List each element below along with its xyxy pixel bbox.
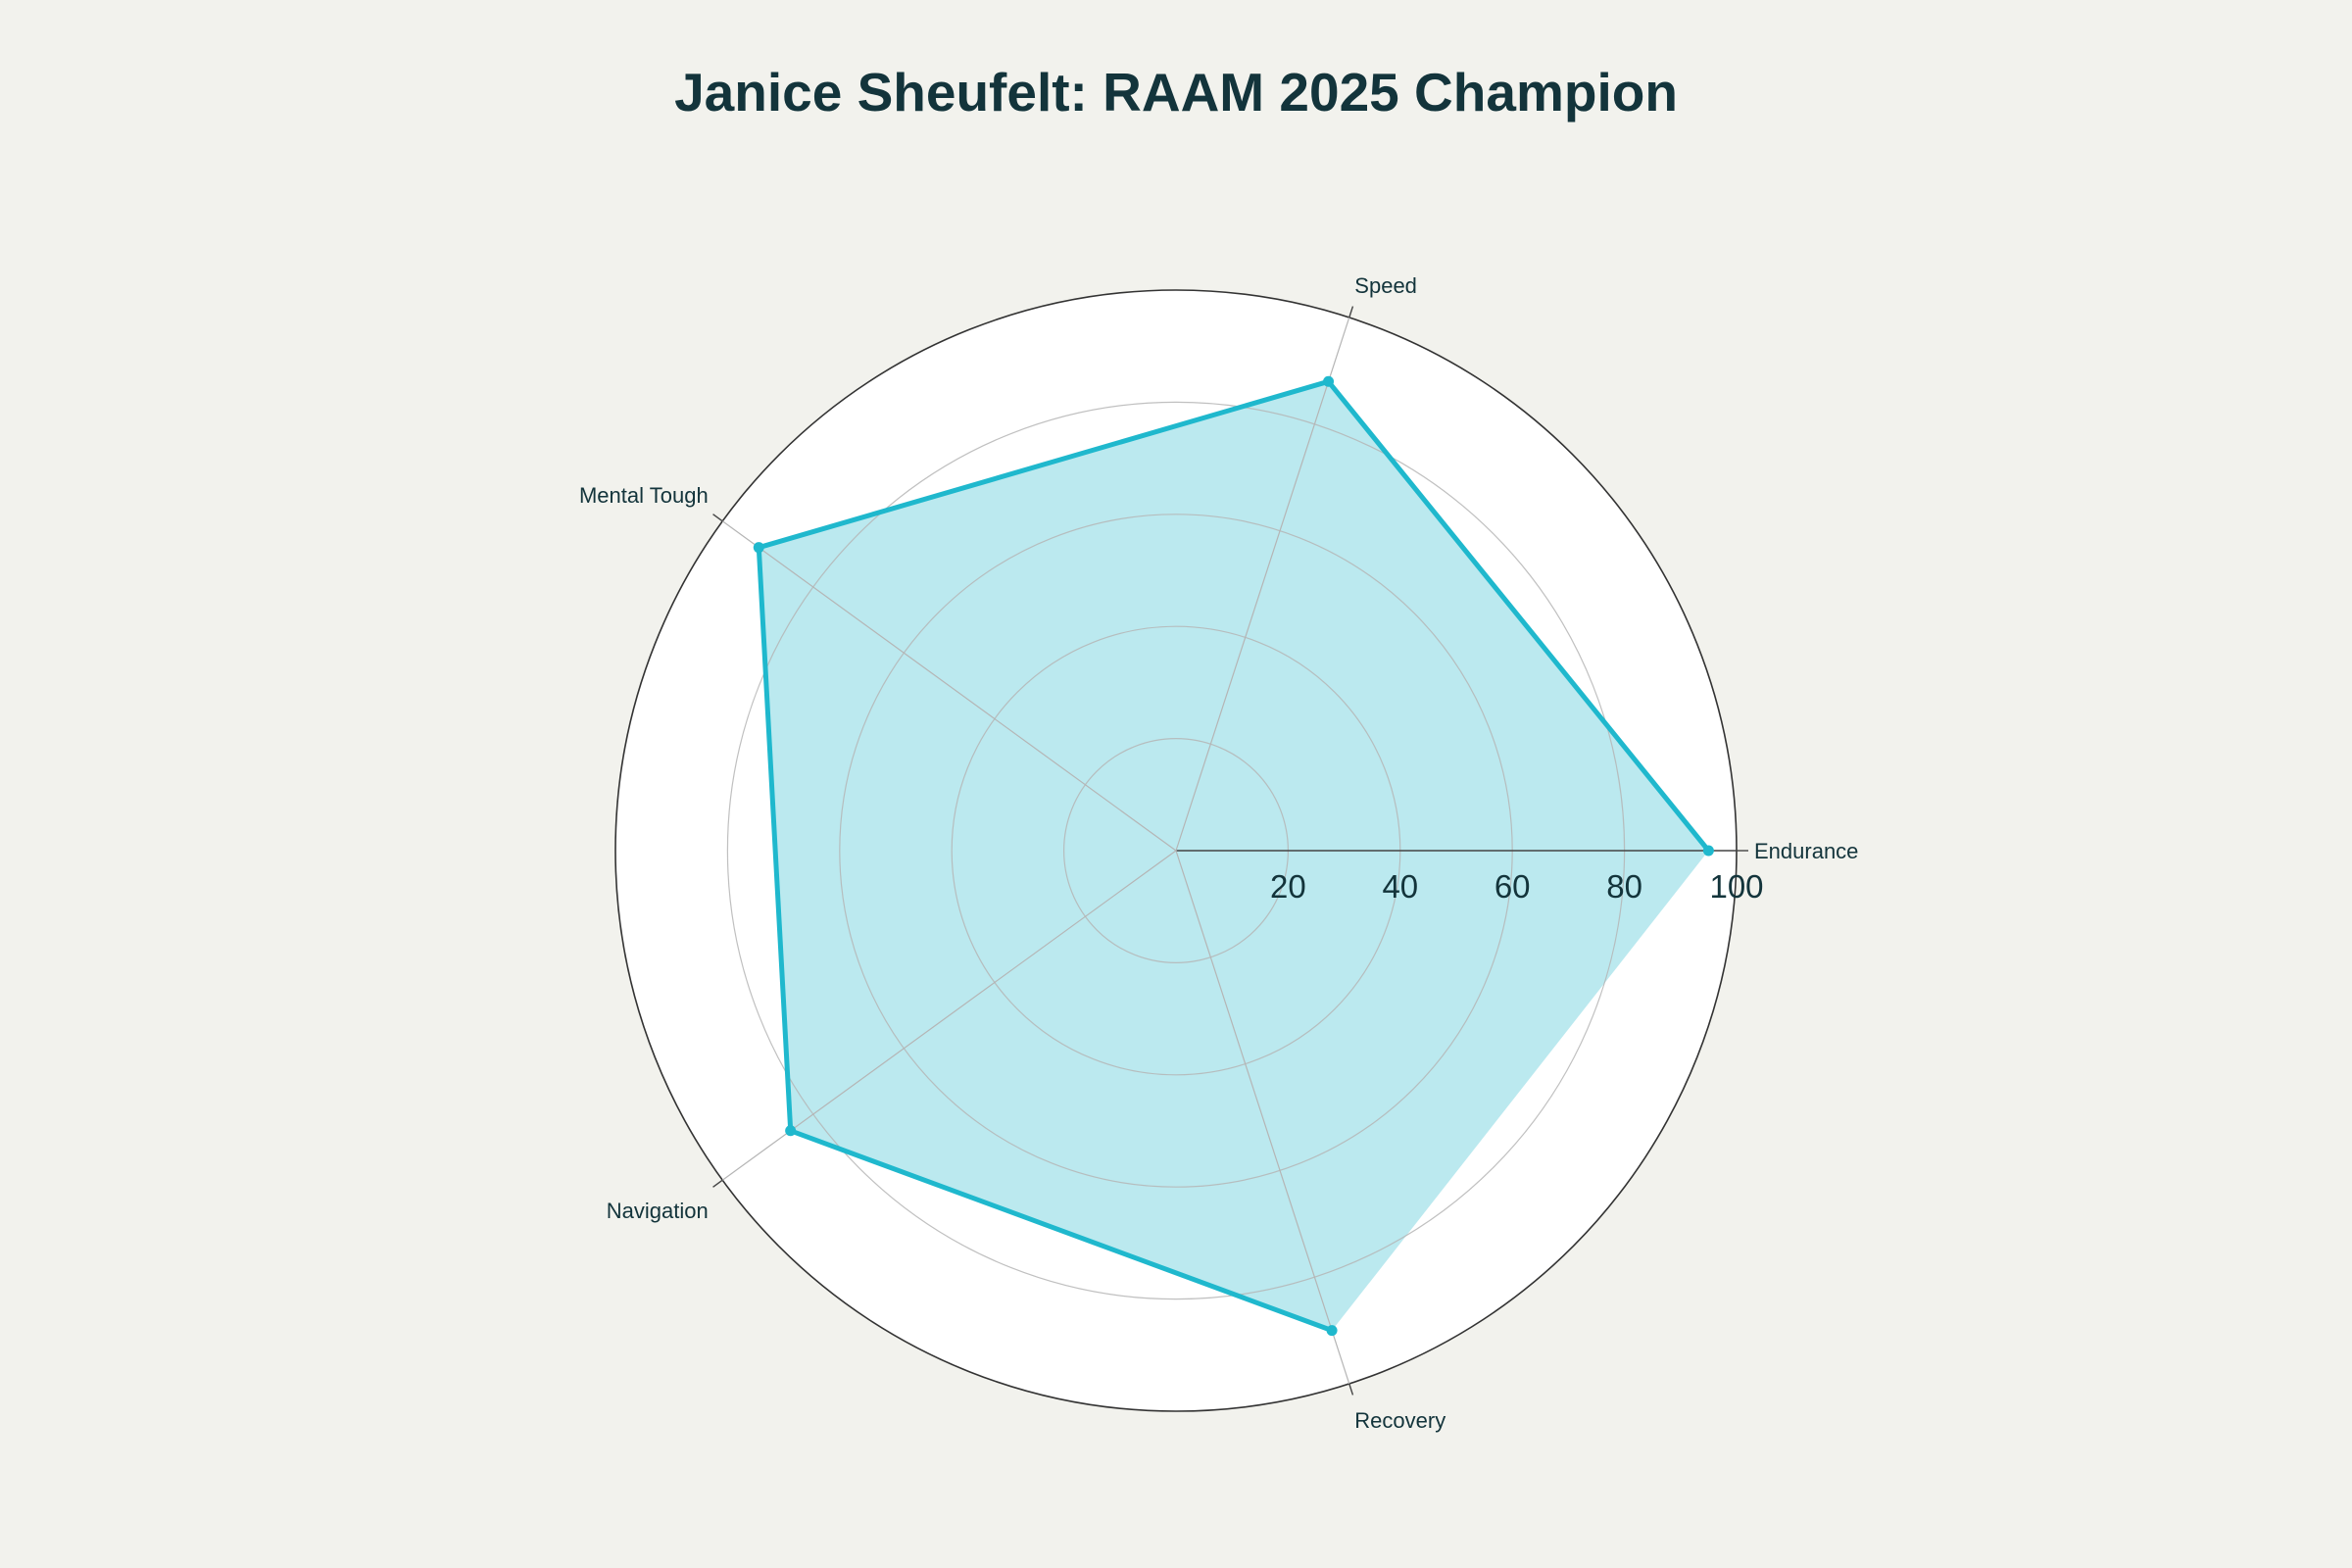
axis-tick-mark <box>1348 306 1354 318</box>
axis-tick-mark <box>712 514 723 522</box>
radial-tick-label-80: 80 <box>1606 868 1642 905</box>
radial-tick-label-20: 20 <box>1270 868 1306 905</box>
data-point-endurance <box>1702 845 1714 857</box>
category-label-mental-tough: Mental Tough <box>579 483 709 508</box>
data-point-recovery <box>1326 1325 1338 1337</box>
category-label-recovery: Recovery <box>1354 1408 1446 1433</box>
radial-tick-label-100: 100 <box>1709 868 1763 905</box>
data-point-navigation <box>785 1125 797 1137</box>
series-fill-area <box>759 381 1709 1331</box>
axis-tick-mark <box>712 1179 723 1188</box>
axis-tick-mark <box>1348 1383 1354 1396</box>
axis-spoke-mental-tough <box>721 520 1177 852</box>
category-label-speed: Speed <box>1354 273 1417 298</box>
axis-spoke-speed <box>1175 317 1350 852</box>
radial-tick-label-60: 60 <box>1494 868 1531 905</box>
category-label-endurance: Endurance <box>1754 839 1858 863</box>
axis-spoke-recovery <box>1175 850 1350 1385</box>
radial-tick-label-40: 40 <box>1382 868 1418 905</box>
data-point-speed <box>1323 375 1335 387</box>
chart-title: Janice Sheufelt: RAAM 2025 Champion <box>674 62 1678 122</box>
category-label-navigation: Navigation <box>607 1199 709 1223</box>
axis-spoke-navigation <box>721 850 1177 1181</box>
data-point-mental-tough <box>753 542 764 554</box>
